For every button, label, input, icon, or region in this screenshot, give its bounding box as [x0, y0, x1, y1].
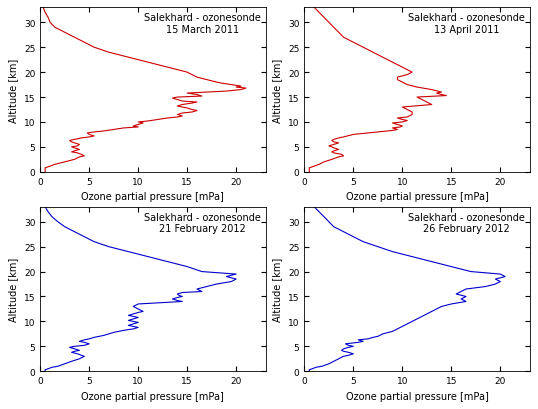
X-axis label: Ozone partial pressure [mPa]: Ozone partial pressure [mPa]	[81, 192, 224, 202]
Text: Salekhard - ozonesonde
15 March 2011: Salekhard - ozonesonde 15 March 2011	[144, 13, 261, 35]
Y-axis label: Altitude [km]: Altitude [km]	[8, 58, 18, 122]
Y-axis label: Altitude [km]: Altitude [km]	[272, 58, 282, 122]
Text: Salekhard - ozonesonde
13 April 2011: Salekhard - ozonesonde 13 April 2011	[408, 13, 525, 35]
X-axis label: Ozone partial pressure [mPa]: Ozone partial pressure [mPa]	[81, 391, 224, 401]
Text: Salekhard - ozonesonde
26 February 2012: Salekhard - ozonesonde 26 February 2012	[408, 212, 525, 234]
Y-axis label: Altitude [km]: Altitude [km]	[272, 257, 282, 321]
Text: Salekhard - ozonesonde
21 February 2012: Salekhard - ozonesonde 21 February 2012	[144, 212, 261, 234]
Y-axis label: Altitude [km]: Altitude [km]	[8, 257, 18, 321]
X-axis label: Ozone partial pressure [mPa]: Ozone partial pressure [mPa]	[345, 391, 489, 401]
X-axis label: Ozone partial pressure [mPa]: Ozone partial pressure [mPa]	[345, 192, 489, 202]
